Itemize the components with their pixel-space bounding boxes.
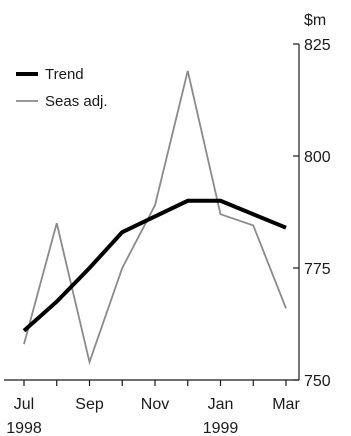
y-tick-label: 775 [304, 261, 331, 278]
x-tick-label: Sep [75, 396, 104, 413]
x-tick-label: Jul [14, 396, 34, 413]
y-tick-label: 825 [304, 37, 331, 54]
series-line-seas-adj [23, 70, 287, 366]
series-line-trend [22, 198, 287, 333]
y-unit-label: $m [304, 12, 326, 29]
series-lines [22, 70, 287, 366]
legend-label: Seas adj. [45, 93, 108, 110]
x-tick-label: Nov [141, 396, 169, 413]
legend-label: Trend [45, 66, 84, 83]
legend: Trend Seas adj. [16, 66, 108, 110]
y-ticks: 750 775 800 825 [293, 37, 331, 390]
y-tick-label: 800 [304, 149, 331, 166]
x-ticks: Jul 1998 Sep Nov Jan 1999 Mar [6, 380, 300, 436]
x-year-label: 1998 [6, 420, 42, 436]
y-tick-label: 750 [304, 373, 331, 390]
x-tick-label: Mar [272, 396, 300, 413]
x-tick-label: Jan [208, 396, 234, 413]
x-year-label: 1999 [203, 420, 239, 436]
